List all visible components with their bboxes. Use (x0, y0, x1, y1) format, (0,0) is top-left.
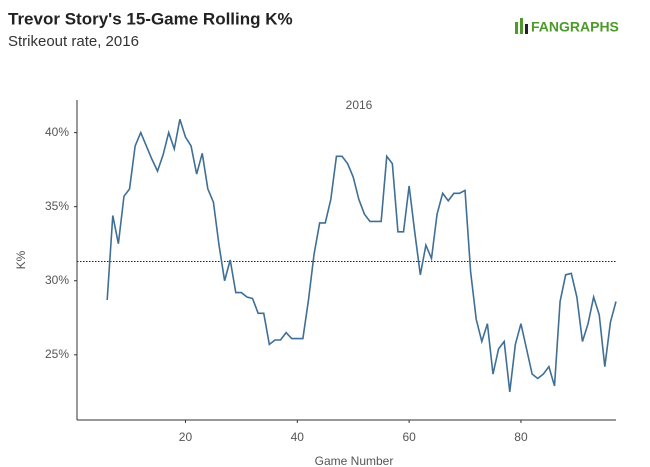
chart-title: Trevor Story's 15-Game Rolling K% (8, 9, 293, 28)
x-tick-label: 60 (402, 430, 416, 444)
x-axis-label: Game Number (315, 454, 394, 467)
annotation: 2016 (346, 98, 373, 112)
logo: FANGRAPHS (531, 19, 619, 35)
x-tick-label: 80 (514, 430, 528, 444)
y-tick-label: 25% (45, 347, 69, 361)
chart-subtitle: Strikeout rate, 2016 (8, 33, 139, 50)
y-tick-label: 35% (45, 199, 69, 213)
y-tick-label: 40% (45, 125, 69, 139)
x-tick-label: 20 (179, 430, 193, 444)
x-tick-label: 40 (291, 430, 305, 444)
y-tick-label: 30% (45, 273, 69, 287)
y-axis-label: K% (14, 250, 28, 269)
data-line (106, 119, 617, 392)
logo-icon (515, 18, 528, 34)
